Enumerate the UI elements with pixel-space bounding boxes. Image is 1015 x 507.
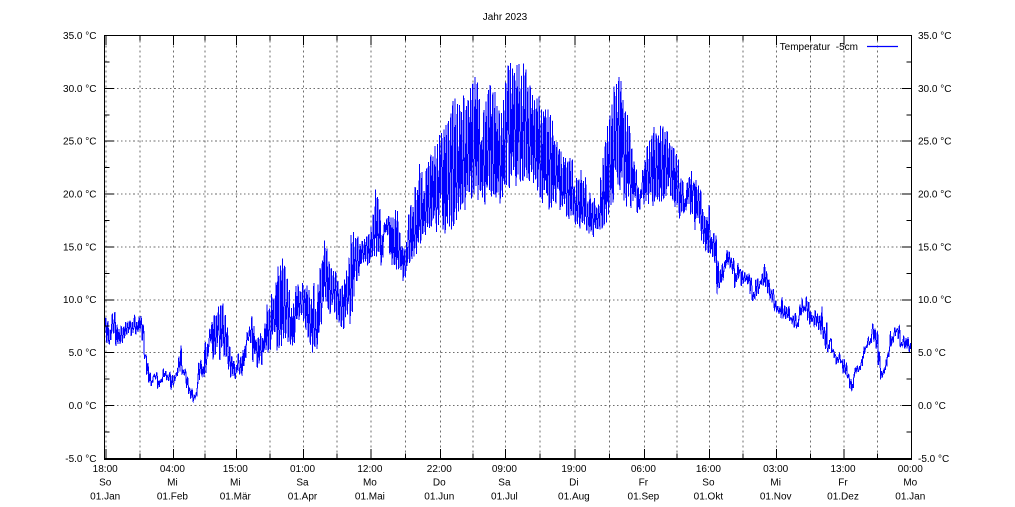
svg-text:Mo: Mo (903, 478, 917, 489)
svg-text:01.Nov: 01.Nov (760, 492, 792, 503)
svg-text:01.Mär: 01.Mär (220, 492, 252, 503)
svg-text:20.0 °C: 20.0 °C (63, 190, 96, 201)
svg-text:15:00: 15:00 (223, 464, 248, 475)
svg-text:Mo: Mo (363, 478, 377, 489)
svg-text:Fr: Fr (639, 478, 649, 489)
svg-text:-5.0 °C: -5.0 °C (65, 454, 96, 465)
svg-text:15.0 °C: 15.0 °C (63, 242, 96, 253)
svg-text:01.Jun: 01.Jun (424, 492, 454, 503)
svg-text:Fr: Fr (838, 478, 848, 489)
svg-text:01.Mai: 01.Mai (355, 492, 385, 503)
svg-text:01.Jan: 01.Jan (90, 492, 120, 503)
svg-text:00:00: 00:00 (898, 464, 923, 475)
svg-text:01.Jul: 01.Jul (491, 492, 518, 503)
svg-text:Mi: Mi (167, 478, 178, 489)
svg-text:01.Aug: 01.Aug (558, 492, 590, 503)
svg-text:06:00: 06:00 (631, 464, 656, 475)
svg-text:25.0 °C: 25.0 °C (918, 137, 951, 148)
svg-text:So: So (702, 478, 715, 489)
svg-text:19:00: 19:00 (561, 464, 586, 475)
svg-text:09:00: 09:00 (492, 464, 517, 475)
svg-text:10.0 °C: 10.0 °C (63, 295, 96, 306)
svg-text:22:00: 22:00 (427, 464, 452, 475)
svg-text:30.0 °C: 30.0 °C (918, 84, 951, 95)
svg-text:Mi: Mi (770, 478, 781, 489)
svg-text:Sa: Sa (498, 478, 511, 489)
svg-text:01.Okt: 01.Okt (694, 492, 724, 503)
svg-text:01.Sep: 01.Sep (628, 492, 660, 503)
svg-text:25.0 °C: 25.0 °C (63, 137, 96, 148)
svg-text:0.0 °C: 0.0 °C (918, 401, 946, 412)
svg-text:0.0 °C: 0.0 °C (69, 401, 97, 412)
svg-text:16:00: 16:00 (696, 464, 721, 475)
svg-text:35.0 °C: 35.0 °C (918, 31, 951, 42)
svg-text:01.Apr: 01.Apr (288, 492, 318, 503)
svg-text:10.0 °C: 10.0 °C (918, 295, 951, 306)
svg-text:01:00: 01:00 (290, 464, 315, 475)
svg-text:-5.0 °C: -5.0 °C (918, 454, 949, 465)
svg-text:04:00: 04:00 (160, 464, 185, 475)
svg-text:5.0 °C: 5.0 °C (918, 348, 946, 359)
svg-text:Mi: Mi (230, 478, 241, 489)
svg-text:So: So (99, 478, 112, 489)
svg-text:Di: Di (569, 478, 578, 489)
svg-text:5.0 °C: 5.0 °C (69, 348, 97, 359)
svg-text:20.0 °C: 20.0 °C (918, 190, 951, 201)
svg-text:01.Jan: 01.Jan (895, 492, 925, 503)
svg-text:Do: Do (433, 478, 446, 489)
svg-text:Sa: Sa (296, 478, 309, 489)
svg-text:Temperatur -5cm: Temperatur -5cm (780, 42, 858, 53)
svg-text:01.Feb: 01.Feb (157, 492, 189, 503)
svg-text:18:00: 18:00 (93, 464, 118, 475)
svg-text:13:00: 13:00 (830, 464, 855, 475)
svg-text:15.0 °C: 15.0 °C (918, 242, 951, 253)
svg-text:12:00: 12:00 (357, 464, 382, 475)
svg-text:35.0 °C: 35.0 °C (63, 31, 96, 42)
svg-text:01.Dez: 01.Dez (827, 492, 859, 503)
svg-text:03:00: 03:00 (763, 464, 788, 475)
svg-text:Jahr 2023: Jahr 2023 (483, 12, 528, 23)
svg-text:30.0 °C: 30.0 °C (63, 84, 96, 95)
